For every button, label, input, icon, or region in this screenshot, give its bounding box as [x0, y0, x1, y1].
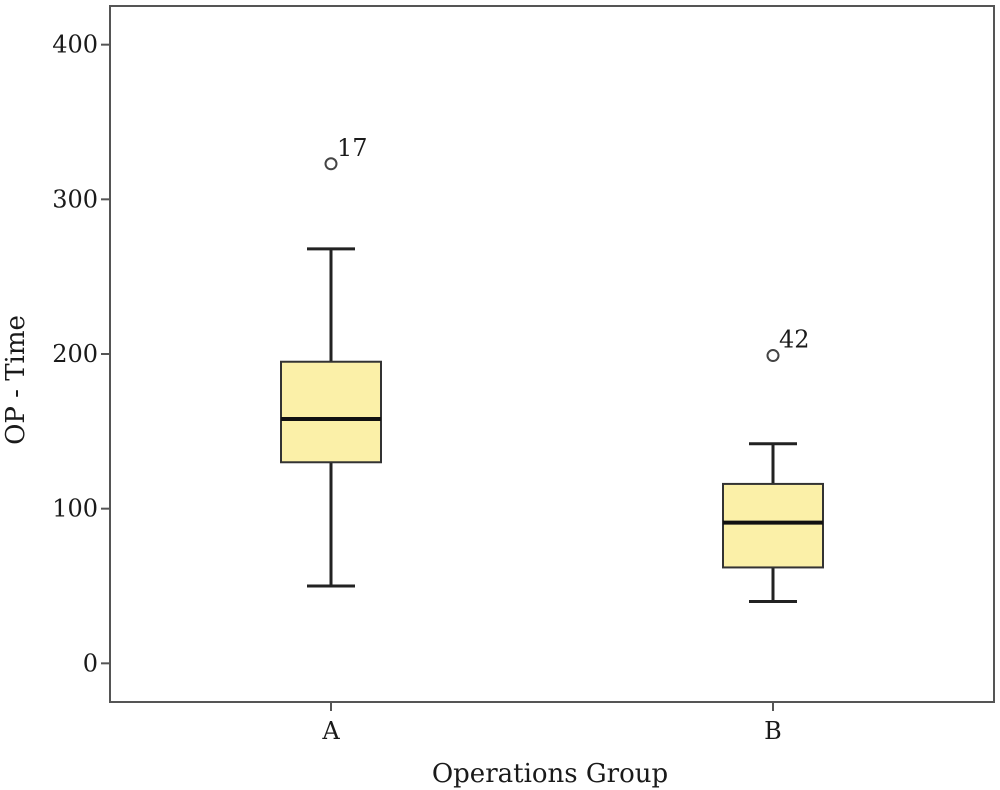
- y-tick-label: 0: [83, 649, 98, 677]
- x-category-label: B: [764, 717, 782, 745]
- box-group-a: 17: [280, 134, 382, 588]
- box-iqr: [722, 482, 824, 569]
- y-axis: 0 100 200 300 400: [52, 31, 110, 677]
- outlier-label: 42: [779, 326, 810, 354]
- plot-frame: [109, 5, 995, 703]
- outlier-point: [324, 157, 338, 171]
- y-tick-label: 300: [52, 185, 98, 213]
- y-tick-label: 100: [52, 495, 98, 523]
- y-tick-label: 400: [52, 31, 98, 59]
- y-tick-label: 200: [52, 340, 98, 368]
- box-iqr: [280, 360, 382, 464]
- box-group-b: 42: [722, 326, 824, 603]
- x-axis-title: Operations Group: [432, 759, 668, 789]
- outlier-label: 17: [337, 134, 368, 162]
- y-axis-title: OP - Time: [1, 315, 31, 445]
- x-category-label: A: [321, 717, 340, 745]
- outlier-point: [766, 349, 780, 363]
